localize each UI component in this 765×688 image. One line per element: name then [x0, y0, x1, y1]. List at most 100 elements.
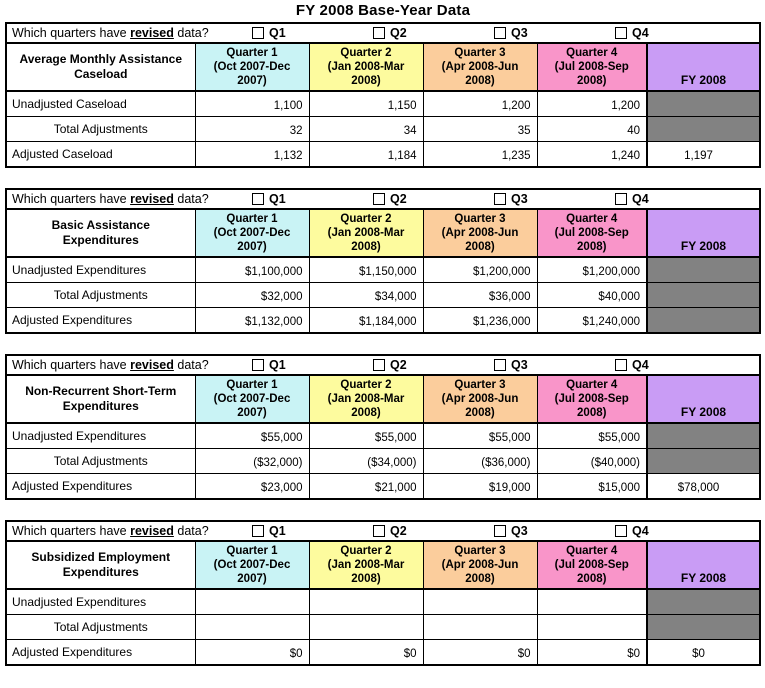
value-cell[interactable]: 32: [194, 115, 310, 142]
q2-revised-checkbox[interactable]: [373, 193, 385, 205]
value-cell[interactable]: $55,000: [422, 422, 538, 449]
quarter-range: (Jan 2008-Mar 2008): [327, 393, 405, 419]
page-title: FY 2008 Base-Year Data: [295, 2, 471, 19]
value-cell[interactable]: [194, 613, 310, 640]
value-cell[interactable]: $55,000: [194, 422, 310, 449]
value-cell[interactable]: $1,236,000: [422, 306, 538, 333]
revised-quarters-row: Which quarters have revised data? Q1 Q2 …: [7, 190, 759, 210]
value-cell[interactable]: $36,000: [422, 281, 538, 308]
value-cell[interactable]: 1,200: [536, 90, 648, 117]
q4-checkbox-group: Q4: [615, 524, 736, 538]
quarter3-header: Quarter 3 (Apr 2008-Jun 2008): [422, 375, 538, 424]
value-cell[interactable]: 1,184: [308, 140, 424, 167]
q2-revised-checkbox[interactable]: [373, 27, 385, 39]
value-cell[interactable]: ($40,000): [536, 447, 648, 474]
value-cell[interactable]: $1,240,000: [536, 306, 648, 333]
value-cell[interactable]: ($36,000): [422, 447, 538, 474]
fy-total-cell[interactable]: 1,197: [646, 140, 760, 167]
blocked-cell: [646, 447, 760, 474]
q3-revised-checkbox[interactable]: [494, 193, 506, 205]
fy-total-cell[interactable]: $78,000: [646, 472, 760, 499]
q4-checkbox-group: Q4: [615, 26, 736, 40]
value-cell[interactable]: [308, 588, 424, 615]
row-label: Total Adjustments: [6, 613, 196, 640]
q3-revised-checkbox[interactable]: [494, 525, 506, 537]
value-cell[interactable]: 35: [422, 115, 538, 142]
q4-revised-checkbox[interactable]: [615, 193, 627, 205]
q3-checkbox-group: Q3: [494, 26, 615, 40]
value-cell[interactable]: [422, 613, 538, 640]
blocked-cell: [646, 613, 760, 640]
value-cell[interactable]: [536, 588, 648, 615]
value-cell[interactable]: 1,100: [194, 90, 310, 117]
quarter1-header: Quarter 1 (Oct 2007-Dec 2007): [194, 209, 310, 258]
q1-revised-checkbox[interactable]: [252, 525, 264, 537]
quarter-range: (Apr 2008-Jun 2008): [441, 227, 519, 253]
value-cell[interactable]: $0: [308, 638, 424, 665]
quarter-name: Quarter 1: [226, 213, 278, 225]
blocked-cell: [646, 306, 760, 333]
quarter-range: (Oct 2007-Dec 2007): [213, 227, 291, 253]
value-cell[interactable]: $0: [422, 638, 538, 665]
prompt-revised-word: revised: [130, 26, 174, 40]
q2-checkbox-group: Q2: [373, 524, 494, 538]
quarter-name: Quarter 1: [226, 379, 278, 391]
row-label: Total Adjustments: [6, 281, 196, 308]
quarter2-header: Quarter 2 (Jan 2008-Mar 2008): [308, 209, 424, 258]
revised-quarters-row: Which quarters have revised data? Q1 Q2 …: [7, 356, 759, 376]
q1-checkbox-label: Q1: [269, 192, 286, 206]
quarter-name: Quarter 3: [454, 47, 506, 59]
value-cell[interactable]: $40,000: [536, 281, 648, 308]
value-cell[interactable]: 1,200: [422, 90, 538, 117]
value-cell[interactable]: $1,132,000: [194, 306, 310, 333]
q2-checkbox-label: Q2: [390, 524, 407, 538]
row-label: Adjusted Expenditures: [6, 306, 196, 333]
value-cell[interactable]: $15,000: [536, 472, 648, 499]
value-cell[interactable]: [422, 588, 538, 615]
q2-revised-checkbox[interactable]: [373, 359, 385, 371]
value-cell[interactable]: $34,000: [308, 281, 424, 308]
q1-revised-checkbox[interactable]: [252, 359, 264, 371]
value-cell[interactable]: $0: [194, 638, 310, 665]
value-cell[interactable]: [536, 613, 648, 640]
value-cell[interactable]: $21,000: [308, 472, 424, 499]
quarter1-header: Quarter 1 (Oct 2007-Dec 2007): [194, 43, 310, 92]
fy-total-cell[interactable]: $0: [646, 638, 760, 665]
q3-revised-checkbox[interactable]: [494, 359, 506, 371]
value-cell[interactable]: 1,240: [536, 140, 648, 167]
quarter-name: Quarter 4: [566, 47, 618, 59]
prompt-text: Which quarters have: [12, 26, 131, 40]
value-cell[interactable]: $1,100,000: [194, 256, 310, 283]
q4-revised-checkbox[interactable]: [615, 359, 627, 371]
value-cell[interactable]: 1,235: [422, 140, 538, 167]
value-cell[interactable]: $55,000: [308, 422, 424, 449]
value-cell[interactable]: [194, 588, 310, 615]
value-cell[interactable]: $23,000: [194, 472, 310, 499]
fy2008-header: FY 2008: [646, 43, 760, 92]
value-cell[interactable]: ($34,000): [308, 447, 424, 474]
value-cell[interactable]: 40: [536, 115, 648, 142]
q4-revised-checkbox[interactable]: [615, 27, 627, 39]
value-cell[interactable]: $1,184,000: [308, 306, 424, 333]
row-label: Adjusted Expenditures: [6, 472, 196, 499]
q1-revised-checkbox[interactable]: [252, 27, 264, 39]
q4-revised-checkbox[interactable]: [615, 525, 627, 537]
value-cell[interactable]: $1,200,000: [536, 256, 648, 283]
row-label: Total Adjustments: [6, 115, 196, 142]
value-cell[interactable]: $55,000: [536, 422, 648, 449]
value-cell[interactable]: $19,000: [422, 472, 538, 499]
value-cell[interactable]: 1,150: [308, 90, 424, 117]
value-cell[interactable]: $32,000: [194, 281, 310, 308]
value-cell[interactable]: $1,200,000: [422, 256, 538, 283]
value-cell[interactable]: $0: [536, 638, 648, 665]
value-cell[interactable]: [308, 613, 424, 640]
value-cell[interactable]: ($32,000): [194, 447, 310, 474]
q1-checkbox-group: Q1: [252, 26, 373, 40]
q2-revised-checkbox[interactable]: [373, 525, 385, 537]
value-cell[interactable]: 34: [308, 115, 424, 142]
q1-revised-checkbox[interactable]: [252, 193, 264, 205]
value-cell[interactable]: 1,132: [194, 140, 310, 167]
q3-revised-checkbox[interactable]: [494, 27, 506, 39]
fy2008-header: FY 2008: [646, 209, 760, 258]
value-cell[interactable]: $1,150,000: [308, 256, 424, 283]
